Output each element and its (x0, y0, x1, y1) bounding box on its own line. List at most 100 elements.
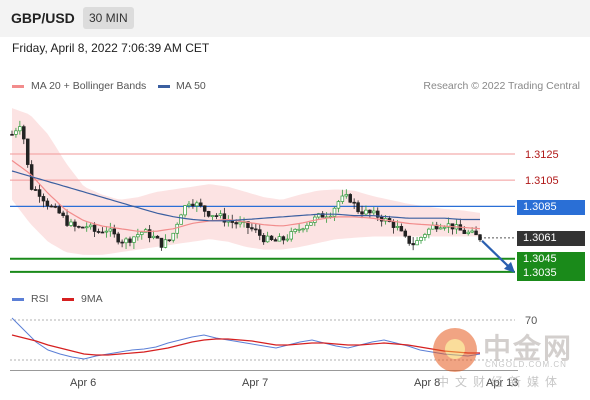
candle-body (250, 227, 254, 230)
candle-body (348, 194, 352, 203)
candle-body (128, 238, 132, 243)
copyright-text: Research © 2022 Trading Central (423, 80, 580, 92)
watermark-domain: CNGOLD.COM.CN (485, 360, 567, 369)
x-axis-line (10, 370, 518, 371)
x-axis-label-apr8: Apr 8 (414, 377, 441, 389)
candle-body (25, 138, 30, 165)
candle-body (478, 234, 482, 241)
timeframe-badge[interactable]: 30 MIN (83, 7, 134, 29)
candle-body (206, 210, 211, 217)
candle-body (84, 226, 89, 229)
candle-body (360, 211, 364, 215)
candle-body (446, 223, 451, 228)
candle-body (305, 224, 309, 230)
candle-body (265, 235, 270, 243)
candle-body (462, 229, 467, 234)
candle-body (116, 233, 120, 243)
legend-swatch-9ma (62, 298, 74, 301)
candle-body (187, 203, 191, 206)
candle-body (474, 230, 478, 236)
legend-label-ma50: MA 50 (176, 80, 206, 92)
candle-body (269, 235, 274, 241)
candle-body (120, 241, 124, 244)
candle-body (344, 194, 349, 197)
candle-body (352, 201, 356, 204)
candle-body (230, 220, 234, 223)
candle-body (336, 201, 341, 209)
candle-body (281, 236, 286, 241)
candle-body (261, 235, 266, 243)
x-axis-label-apr7: Apr 7 (242, 377, 269, 389)
candle-body (317, 213, 321, 218)
candle-body (112, 228, 117, 235)
price-chart (10, 108, 515, 273)
candle-body (81, 226, 85, 229)
candle-body (407, 235, 411, 244)
candle-body (320, 213, 325, 218)
candle-body (151, 235, 156, 239)
candle-body (37, 189, 42, 197)
ma20-line (11, 160, 481, 232)
candle-body (368, 209, 372, 214)
candle-body (202, 205, 207, 212)
candle-body (273, 239, 278, 242)
candle-body (108, 228, 113, 232)
bollinger-band-area (12, 108, 480, 255)
candle-body (175, 223, 179, 234)
candle-body (73, 221, 77, 227)
candle-body (92, 224, 97, 232)
candle-body (222, 213, 227, 223)
candle-body (415, 240, 419, 246)
candle-body (372, 210, 376, 214)
legend-label-rsi: RSI (31, 293, 49, 305)
candle-body (140, 231, 144, 235)
candle-body (301, 228, 305, 231)
candle-body (289, 231, 293, 240)
support-level-1-tag: 1.3045 (517, 252, 585, 267)
candle-body (45, 200, 50, 207)
candle-body (258, 229, 262, 236)
candle-body (14, 130, 18, 135)
candle-body (470, 230, 474, 233)
candle-body (61, 212, 65, 216)
candle-body (238, 221, 242, 225)
candle-body (438, 227, 443, 230)
candle-body (364, 209, 368, 215)
candle-body (132, 236, 136, 243)
legend-swatch-rsi (12, 298, 24, 301)
candle-body (65, 215, 69, 226)
legend-swatch-ma20 (12, 85, 24, 88)
candle-body (195, 202, 199, 207)
candle-body (395, 226, 400, 228)
candle-body (191, 203, 195, 207)
watermark-subtitle: 中文财经新媒体 (437, 375, 564, 389)
candle-body (246, 221, 250, 228)
chart-datetime: Friday, April 8, 2022 7:06:39 AM CET (12, 41, 210, 55)
candle-body (49, 205, 54, 208)
candle-body (297, 228, 301, 231)
pivot-level-tag: 1.3085 (517, 200, 585, 215)
candle-body (159, 237, 164, 248)
candle-body (234, 222, 238, 225)
candle-body (88, 224, 93, 228)
candle-body (69, 221, 73, 226)
support-level-2-tag: 1.3035 (517, 266, 585, 281)
forecast-arrow-head (504, 261, 515, 273)
rsi-level-70-label: 70 (525, 315, 538, 327)
candle-body (214, 215, 219, 217)
candle-body (254, 228, 258, 231)
last-price-tag: 1.3061 (517, 231, 585, 246)
candle-body (399, 226, 404, 232)
candle-body (183, 205, 187, 216)
candle-body (403, 230, 408, 237)
legend-swatch-ma50 (158, 85, 170, 88)
rsi-line (11, 317, 481, 360)
candle-body (124, 238, 128, 244)
candle-body (375, 210, 380, 218)
candle-body (340, 195, 345, 202)
candle-body (167, 239, 172, 242)
candle-body (419, 237, 423, 241)
candle-body (411, 243, 415, 246)
candle-body (147, 229, 152, 239)
candle-body (57, 206, 61, 214)
